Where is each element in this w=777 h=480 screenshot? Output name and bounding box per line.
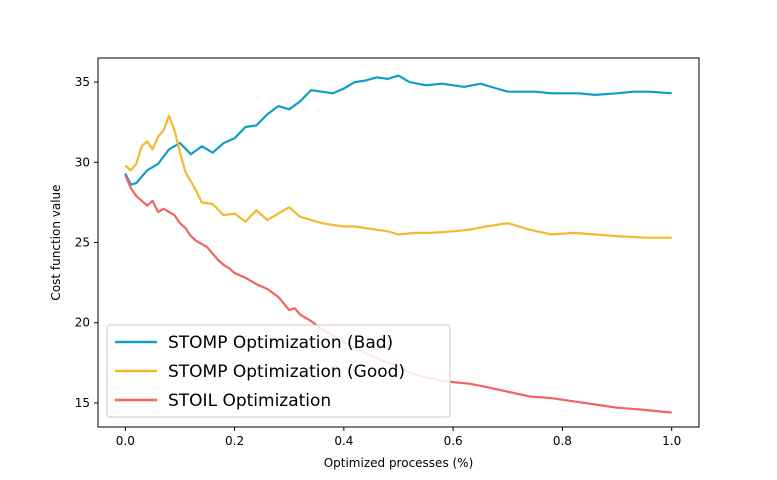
y-tick-label: 20 xyxy=(75,316,90,330)
y-tick-label: 35 xyxy=(75,75,90,89)
y-axis: 15 20 25 30 35 xyxy=(75,75,98,410)
x-tick-label: 0.6 xyxy=(444,434,463,448)
y-axis-label: Cost function value xyxy=(49,184,63,300)
x-axis: 0.0 0.2 0.4 0.6 0.8 1.0 xyxy=(116,427,681,448)
x-axis-label: Optimized processes (%) xyxy=(324,456,474,470)
series-line-0 xyxy=(124,74,672,186)
y-tick-label: 15 xyxy=(75,396,90,410)
legend: STOMP Optimization (Bad) STOMP Optimizati… xyxy=(106,324,451,418)
series-line-1 xyxy=(124,114,672,239)
y-tick-label: 25 xyxy=(75,236,90,250)
x-tick-label: 0.2 xyxy=(225,434,244,448)
legend-label: STOMP Optimization (Good) xyxy=(168,362,405,382)
series-line-2 xyxy=(124,174,672,414)
x-tick-label: 1.0 xyxy=(662,434,681,448)
legend-label: STOIL Optimization xyxy=(168,391,331,411)
y-tick-label: 30 xyxy=(75,155,90,169)
x-tick-label: 0.8 xyxy=(553,434,572,448)
legend-box xyxy=(106,324,451,418)
x-tick-label: 0.0 xyxy=(116,434,135,448)
series-lines xyxy=(124,74,672,414)
legend-label: STOMP Optimization (Bad) xyxy=(168,333,393,353)
x-tick-label: 0.4 xyxy=(334,434,353,448)
